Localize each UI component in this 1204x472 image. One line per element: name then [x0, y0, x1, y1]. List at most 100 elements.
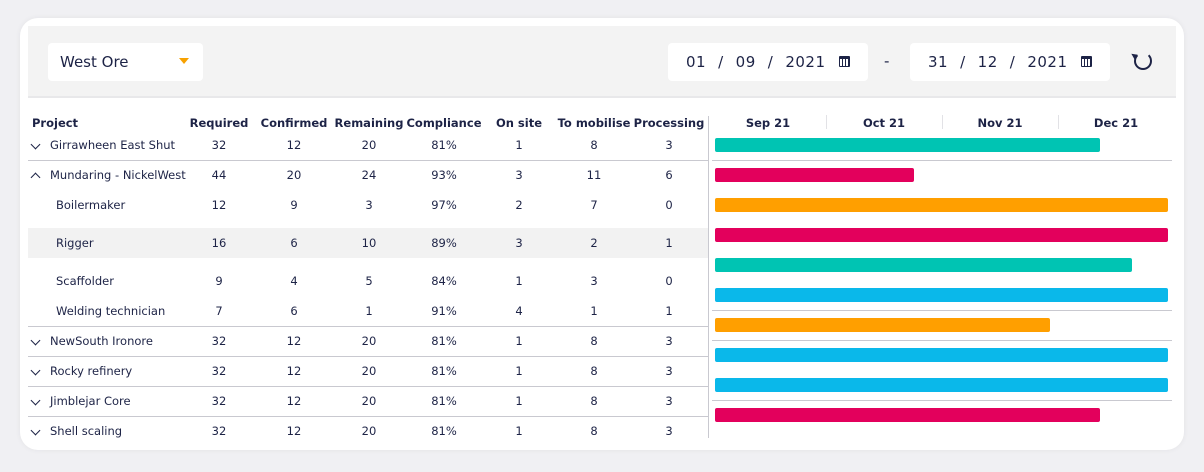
table-row[interactable]: Rigger 16 6 10 89% 3 2 1 — [28, 228, 708, 258]
cell-processing: 3 — [665, 364, 673, 378]
table-row[interactable]: Girrawheen East Shut 32 12 20 81% 1 8 3 — [28, 130, 708, 160]
row-divider — [28, 356, 708, 357]
calendar-icon[interactable] — [839, 56, 850, 67]
cell-compliance: 93% — [431, 168, 457, 182]
cell-on-site: 1 — [515, 394, 523, 408]
project-select-value: West Ore — [60, 53, 129, 71]
column-header[interactable]: Required — [189, 116, 249, 130]
gantt-bar[interactable] — [715, 408, 1101, 422]
column-header[interactable]: Remaining — [334, 116, 404, 130]
cell-remaining: 24 — [361, 168, 377, 182]
month-label: Oct 21 — [862, 116, 906, 130]
table-row[interactable]: Mundaring - NickelWest 44 20 24 93% 3 11 6 — [28, 160, 708, 190]
table-row[interactable]: Rocky refinery 32 12 20 81% 1 8 3 — [28, 356, 708, 386]
project-name: Welding technician — [56, 304, 166, 318]
month-tick — [826, 115, 827, 129]
cell-processing: 0 — [665, 198, 673, 212]
column-header[interactable]: To mobilise — [557, 116, 631, 130]
chart-row-divider — [712, 400, 1172, 401]
chart-row-divider — [712, 160, 1172, 161]
gantt-bar[interactable] — [715, 378, 1168, 392]
table-row[interactable]: Scaffolder 9 4 5 84% 1 3 0 — [28, 266, 708, 296]
cell-compliance: 81% — [431, 364, 457, 378]
cell-on-site: 1 — [515, 424, 523, 438]
cell-on-site: 1 — [515, 364, 523, 378]
cell-confirmed: 12 — [286, 364, 302, 378]
cell-to-mobilise: 8 — [590, 138, 598, 152]
date-from-day[interactable]: 01 — [686, 53, 707, 71]
month-label: Sep 21 — [745, 116, 791, 130]
date-to-input[interactable]: 31/12/2021 — [910, 43, 1110, 81]
cell-required: 12 — [211, 198, 227, 212]
cell-to-mobilise: 11 — [586, 168, 602, 182]
table-chart-divider — [708, 116, 709, 438]
cell-required: 32 — [211, 364, 227, 378]
cell-to-mobilise: 8 — [590, 334, 598, 348]
cell-compliance: 81% — [431, 138, 457, 152]
calendar-icon[interactable] — [1081, 56, 1092, 67]
gantt-bar[interactable] — [715, 138, 1101, 152]
cell-processing: 3 — [665, 138, 673, 152]
cell-on-site: 1 — [515, 334, 523, 348]
cell-required: 32 — [211, 138, 227, 152]
cell-on-site: 3 — [515, 236, 523, 250]
date-to-day[interactable]: 31 — [928, 53, 949, 71]
date-to-year[interactable]: 2021 — [1027, 53, 1068, 71]
date-from-input[interactable]: 01/09/2021 — [668, 43, 868, 81]
date-from-month[interactable]: 09 — [735, 53, 756, 71]
chevron-down-icon[interactable] — [30, 395, 41, 406]
table-row[interactable]: Shell scaling 32 12 20 81% 1 8 3 — [28, 416, 708, 446]
column-header[interactable]: Processing — [633, 116, 705, 130]
cell-compliance: 81% — [431, 334, 457, 348]
cell-on-site: 4 — [515, 304, 523, 318]
date-to-month[interactable]: 12 — [977, 53, 998, 71]
column-header[interactable]: Project — [32, 116, 79, 130]
column-header[interactable]: Confirmed — [260, 116, 328, 130]
gantt-bar[interactable] — [715, 348, 1168, 362]
cell-processing: 0 — [665, 274, 673, 288]
date-separator: - — [884, 52, 890, 70]
chevron-down-icon[interactable] — [30, 365, 41, 376]
chevron-down-icon[interactable] — [30, 139, 41, 150]
cell-remaining: 1 — [365, 304, 373, 318]
cell-on-site: 3 — [515, 168, 523, 182]
row-divider — [28, 160, 708, 161]
date-from-year[interactable]: 2021 — [785, 53, 826, 71]
cell-required: 7 — [215, 304, 223, 318]
project-select[interactable]: West Ore — [48, 43, 203, 81]
chevron-up-icon[interactable] — [30, 172, 41, 183]
table-row[interactable]: Boilermaker 12 9 3 97% 2 7 0 — [28, 190, 708, 220]
gantt-bar[interactable] — [715, 198, 1168, 212]
cell-to-mobilise: 8 — [590, 394, 598, 408]
chart-row-divider — [712, 340, 1172, 341]
dropdown-caret-icon — [179, 58, 189, 64]
chevron-down-icon[interactable] — [30, 335, 41, 346]
table-row[interactable]: Welding technician 7 6 1 91% 4 1 1 — [28, 296, 708, 326]
chevron-down-icon[interactable] — [30, 425, 41, 436]
gantt-bar[interactable] — [715, 228, 1168, 242]
cell-required: 32 — [211, 424, 227, 438]
gantt-bar[interactable] — [715, 288, 1168, 302]
gantt-bar[interactable] — [715, 318, 1051, 332]
cell-confirmed: 12 — [286, 394, 302, 408]
column-header[interactable]: Compliance — [406, 116, 482, 130]
gantt-bar[interactable] — [715, 258, 1132, 272]
gantt-bar[interactable] — [715, 168, 915, 182]
cell-to-mobilise: 3 — [590, 274, 598, 288]
cell-remaining: 5 — [365, 274, 373, 288]
cell-on-site: 2 — [515, 198, 523, 212]
row-divider — [28, 416, 708, 417]
chart-row-divider — [712, 310, 1172, 311]
row-divider — [28, 386, 708, 387]
row-divider — [28, 326, 708, 327]
table-row[interactable]: NewSouth Ironore 32 12 20 81% 1 8 3 — [28, 326, 708, 356]
cell-compliance: 97% — [431, 198, 457, 212]
cell-confirmed: 20 — [286, 168, 302, 182]
column-header[interactable]: On site — [495, 116, 543, 130]
cell-to-mobilise: 7 — [590, 198, 598, 212]
cell-to-mobilise: 1 — [590, 304, 598, 318]
reset-icon[interactable] — [1134, 52, 1152, 70]
month-label: Nov 21 — [977, 116, 1023, 130]
project-name: NewSouth Ironore — [50, 334, 153, 348]
table-row[interactable]: Jimblejar Core 32 12 20 81% 1 8 3 — [28, 386, 708, 416]
